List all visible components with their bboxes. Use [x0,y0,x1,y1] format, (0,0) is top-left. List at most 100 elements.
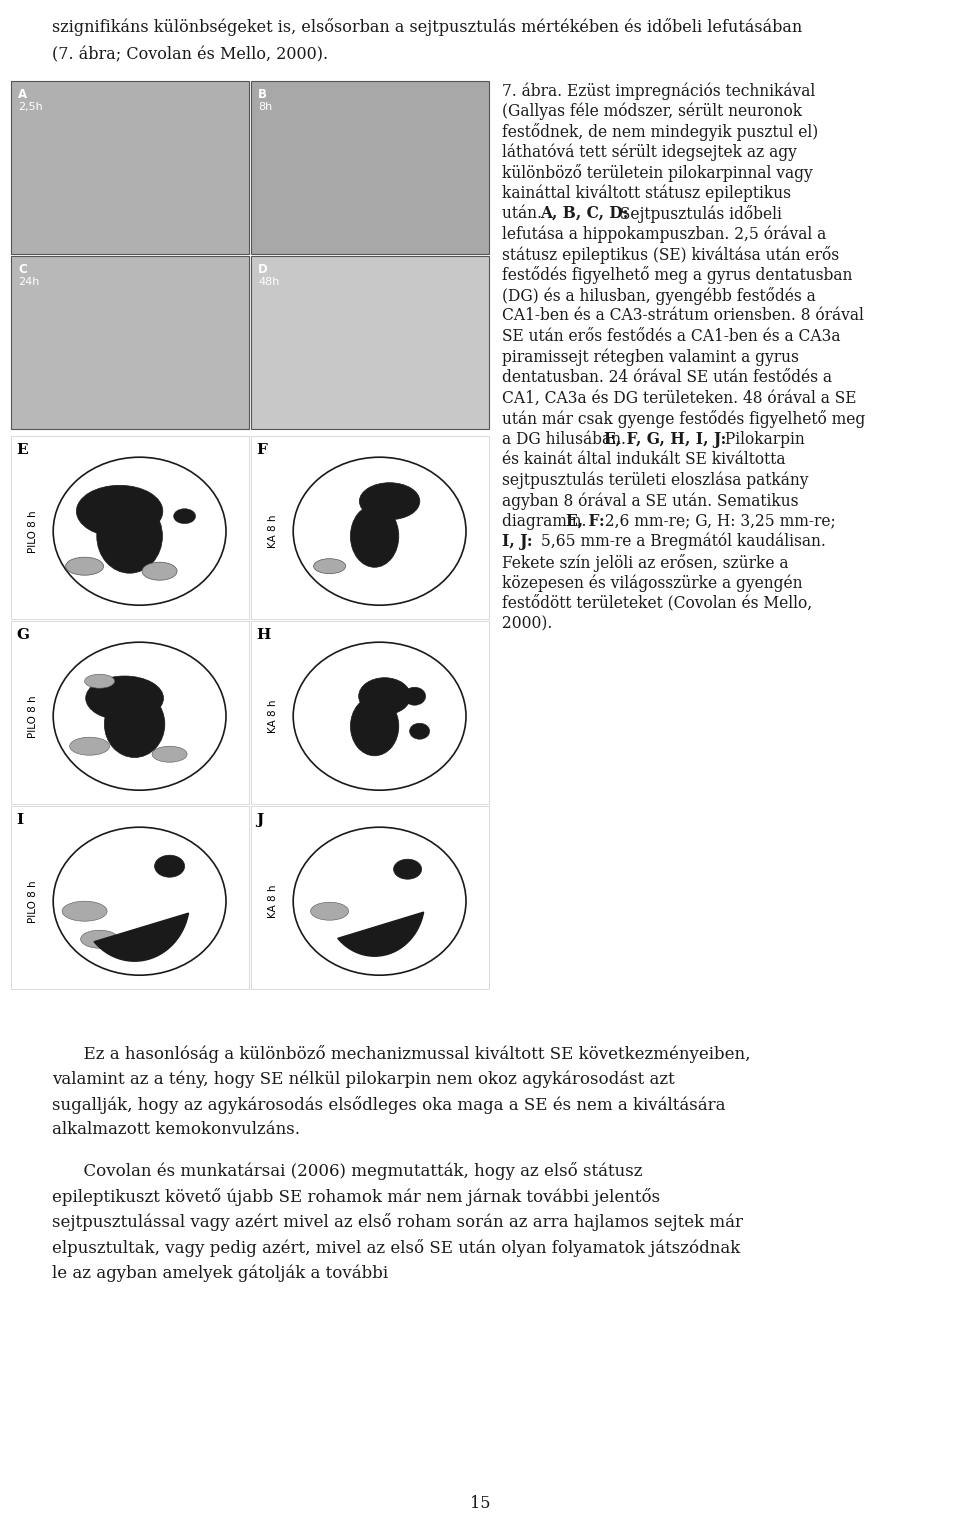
Ellipse shape [410,722,430,739]
Text: után már csak gyenge festődés figyelhető meg: után már csak gyenge festődés figyelhető… [502,411,865,427]
Text: CA1-ben és a CA3-strátum oriensben. 8 órával: CA1-ben és a CA3-strátum oriensben. 8 ór… [502,307,864,324]
Bar [11,437,249,619]
Text: CA1, CA3a és DG területeken. 48 órával a SE: CA1, CA3a és DG területeken. 48 órával a… [502,389,856,406]
Ellipse shape [293,458,466,605]
Bar [251,621,489,805]
Bar [11,256,249,429]
Ellipse shape [70,738,109,756]
Ellipse shape [65,557,104,575]
Ellipse shape [155,855,184,878]
Text: E, F, G, H, I, J:: E, F, G, H, I, J: [605,430,727,447]
Text: A, B, C, D:: A, B, C, D: [540,205,629,222]
Ellipse shape [142,563,177,580]
Text: alkalmazott kemokonvulzáns.: alkalmazott kemokonvulzáns. [52,1121,300,1139]
Text: különböző területein pilokarpinnal vagy: különböző területein pilokarpinnal vagy [502,164,813,183]
Ellipse shape [105,691,165,757]
Bar [11,81,249,254]
Text: Fekete szín jelöli az erősen, szürke a: Fekete szín jelöli az erősen, szürke a [502,554,788,572]
Text: F: F [256,443,267,456]
Text: a DG hilusában.: a DG hilusában. [502,430,631,447]
Ellipse shape [174,508,196,523]
Text: A: A [18,88,27,100]
Text: lefutása a hippokampuszban. 2,5 órával a: lefutása a hippokampuszban. 2,5 órával a [502,225,827,243]
Text: E: E [16,443,28,456]
Bar [251,81,489,254]
Text: után.: után. [502,205,547,222]
Text: E, F:: E, F: [566,513,605,529]
Text: (Gallyas féle módszer, sérült neuronok: (Gallyas féle módszer, sérült neuronok [502,102,803,120]
Text: láthatóvá tett sérült idegsejtek az agy: láthatóvá tett sérült idegsejtek az agy [502,143,797,161]
Text: Sejtpusztulás időbeli: Sejtpusztulás időbeli [615,205,782,224]
Text: agyban 8 órával a SE után. Sematikus: agyban 8 órával a SE után. Sematikus [502,491,799,510]
Ellipse shape [314,558,346,573]
Text: valamint az a tény, hogy SE nélkül pilokarpin nem okoz agykárosodást azt: valamint az a tény, hogy SE nélkül pilok… [52,1071,675,1088]
Ellipse shape [359,678,411,715]
Text: közepesen és világosszürke a gyengén: közepesen és világosszürke a gyengén [502,573,803,592]
Text: J: J [256,814,263,827]
Ellipse shape [394,859,421,879]
Ellipse shape [97,499,162,573]
Text: SE után erős festődés a CA1-ben és a CA3a: SE után erős festődés a CA1-ben és a CA3… [502,329,841,345]
Ellipse shape [350,697,398,756]
Text: piramissejt rétegben valamint a gyrus: piramissejt rétegben valamint a gyrus [502,348,799,367]
Text: 8h: 8h [258,102,273,113]
Text: C: C [18,263,27,275]
Text: Covolan és munkatársai (2006) megmutatták, hogy az első státusz: Covolan és munkatársai (2006) megmutattá… [52,1162,642,1180]
Ellipse shape [311,902,348,920]
Text: B: B [258,88,267,100]
Text: 15: 15 [469,1495,491,1512]
Text: KA 8 h: KA 8 h [268,514,278,548]
Text: dentatusban. 24 órával SE után festődés a: dentatusban. 24 órával SE után festődés … [502,370,832,386]
Text: PILO 8 h: PILO 8 h [28,695,38,738]
Text: sugallják, hogy az agykárosodás elsődleges oka maga a SE és nem a kiváltására: sugallják, hogy az agykárosodás elsődleg… [52,1097,726,1113]
Text: festődés figyelhető meg a gyrus dentatusban: festődés figyelhető meg a gyrus dentatus… [502,266,852,284]
Polygon shape [94,913,188,961]
Ellipse shape [53,642,226,791]
Ellipse shape [53,827,226,975]
Text: és kainát által indukált SE kiváltotta: és kainát által indukált SE kiváltotta [502,452,785,468]
Ellipse shape [359,482,420,520]
Text: epileptikuszt követő újabb SE rohamok már nem járnak további jelentős: epileptikuszt követő újabb SE rohamok má… [52,1188,660,1206]
Text: (7. ábra; Covolan és Mello, 2000).: (7. ábra; Covolan és Mello, 2000). [52,47,328,64]
Text: kaináttal kiváltott státusz epileptikus: kaináttal kiváltott státusz epileptikus [502,184,791,202]
Text: KA 8 h: KA 8 h [268,884,278,919]
Text: Ez a hasonlóság a különböző mechanizmussal kiváltott SE következményeiben,: Ez a hasonlóság a különböző mechanizmuss… [52,1045,751,1063]
Bar [251,806,489,989]
Text: elpusztultak, vagy pedig azért, mivel az első SE után olyan folyamatok játszódna: elpusztultak, vagy pedig azért, mivel az… [52,1238,740,1256]
Bar [251,256,489,429]
Text: sejtpusztulással vagy azért mivel az első roham során az arra hajlamos sejtek má: sejtpusztulással vagy azért mivel az els… [52,1214,743,1232]
Text: diagramm.: diagramm. [502,513,591,529]
Text: 7. ábra. Ezüst impregnációs technikával: 7. ábra. Ezüst impregnációs technikával [502,82,815,99]
Ellipse shape [152,747,187,762]
Text: le az agyban amelyek gátolják a további: le az agyban amelyek gátolják a további [52,1264,388,1282]
Ellipse shape [293,827,466,975]
Text: festődött területeket (Covolan és Mello,: festődött területeket (Covolan és Mello, [502,595,812,611]
Bar [11,806,249,989]
Text: 24h: 24h [18,277,39,287]
Bar [251,437,489,619]
Ellipse shape [293,642,466,791]
Text: I, J:: I, J: [502,532,533,551]
Text: Pilokarpin: Pilokarpin [720,430,804,447]
Text: PILO 8 h: PILO 8 h [28,510,38,552]
Text: G: G [16,628,29,642]
Ellipse shape [81,931,119,948]
Text: 2,5h: 2,5h [18,102,43,113]
Text: sejtpusztulás területi eloszlása patkány: sejtpusztulás területi eloszlása patkány [502,472,808,488]
Text: szignifikáns különbségeket is, elsősorban a sejtpusztulás mértékében és időbeli : szignifikáns különbségeket is, elsősorba… [52,18,803,37]
Text: KA 8 h: KA 8 h [268,700,278,733]
Ellipse shape [350,505,398,567]
Text: 2,6 mm-re; G, H: 3,25 mm-re;: 2,6 mm-re; G, H: 3,25 mm-re; [600,513,836,529]
Text: festődnek, de nem mindegyik pusztul el): festődnek, de nem mindegyik pusztul el) [502,123,818,141]
Bar [11,621,249,805]
Text: 48h: 48h [258,277,279,287]
Text: (DG) és a hilusban, gyengébb festődés a: (DG) és a hilusban, gyengébb festődés a [502,287,816,306]
Ellipse shape [53,458,226,605]
Text: státusz epileptikus (SE) kiváltása után erős: státusz epileptikus (SE) kiváltása után … [502,246,839,265]
Text: 2000).: 2000). [502,614,552,633]
Ellipse shape [85,675,163,721]
Text: D: D [258,263,268,275]
Ellipse shape [84,674,114,687]
Ellipse shape [403,687,425,706]
Text: I: I [16,814,23,827]
